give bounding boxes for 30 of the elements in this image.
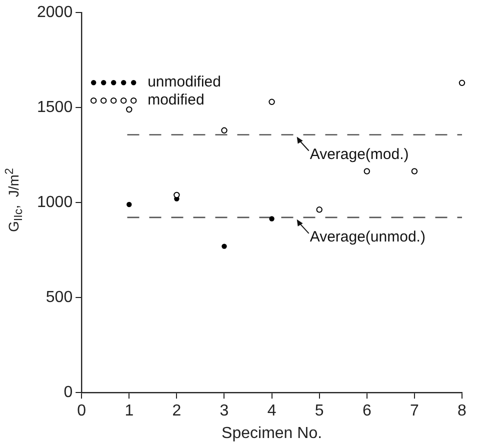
x-tick-label: 8 xyxy=(458,402,467,420)
point xyxy=(222,244,227,249)
legend-label: unmodified xyxy=(148,74,221,91)
point xyxy=(126,106,132,113)
x-tick-label: 2 xyxy=(172,402,182,420)
point xyxy=(269,216,274,222)
point xyxy=(458,80,466,86)
point xyxy=(364,168,370,174)
y-tick-label: 1000 xyxy=(37,194,73,212)
y-tick-label: 0 xyxy=(64,384,73,402)
x-tick-label: 0 xyxy=(77,402,86,420)
x-tick-label: 3 xyxy=(220,402,229,420)
point xyxy=(126,202,132,208)
y-tick-label: 2000 xyxy=(37,4,73,22)
x-tick-label: 1 xyxy=(124,402,134,420)
point xyxy=(316,206,322,213)
y-tick-label: 1500 xyxy=(37,99,73,116)
point xyxy=(221,127,228,134)
y-tick-label: 500 xyxy=(46,289,73,306)
x-tick-label: 6 xyxy=(362,402,372,420)
point xyxy=(174,192,180,198)
x-axis-title: Specimen No. xyxy=(222,424,322,442)
ref-line-label: Average(mod.) xyxy=(310,146,409,163)
x-tick-label: 4 xyxy=(267,402,276,420)
x-tick-label: 5 xyxy=(314,402,324,420)
legend-label: modified xyxy=(148,92,204,109)
point xyxy=(268,98,275,105)
x-tick-label: 7 xyxy=(410,402,419,420)
ref-line-label: Average(unmod.) xyxy=(310,228,426,246)
point xyxy=(411,168,418,174)
